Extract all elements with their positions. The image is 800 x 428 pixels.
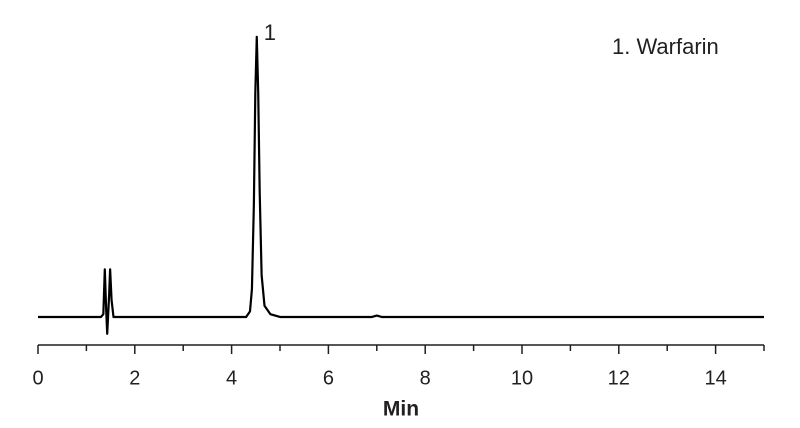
x-tick-label: 14 (704, 367, 726, 389)
peak-label: 1 (264, 20, 276, 45)
x-tick-label: 8 (420, 367, 431, 389)
x-tick-label: 0 (32, 367, 43, 389)
trace (38, 35, 764, 335)
x-tick-label: 10 (511, 367, 533, 389)
x-tick-label: 12 (608, 367, 630, 389)
x-tick-label: 4 (226, 367, 237, 389)
x-tick-label: 2 (129, 367, 140, 389)
x-axis-label: Min (383, 398, 419, 421)
legend-entry: 1. Warfarin (612, 34, 719, 59)
x-tick-label: 6 (323, 367, 334, 389)
